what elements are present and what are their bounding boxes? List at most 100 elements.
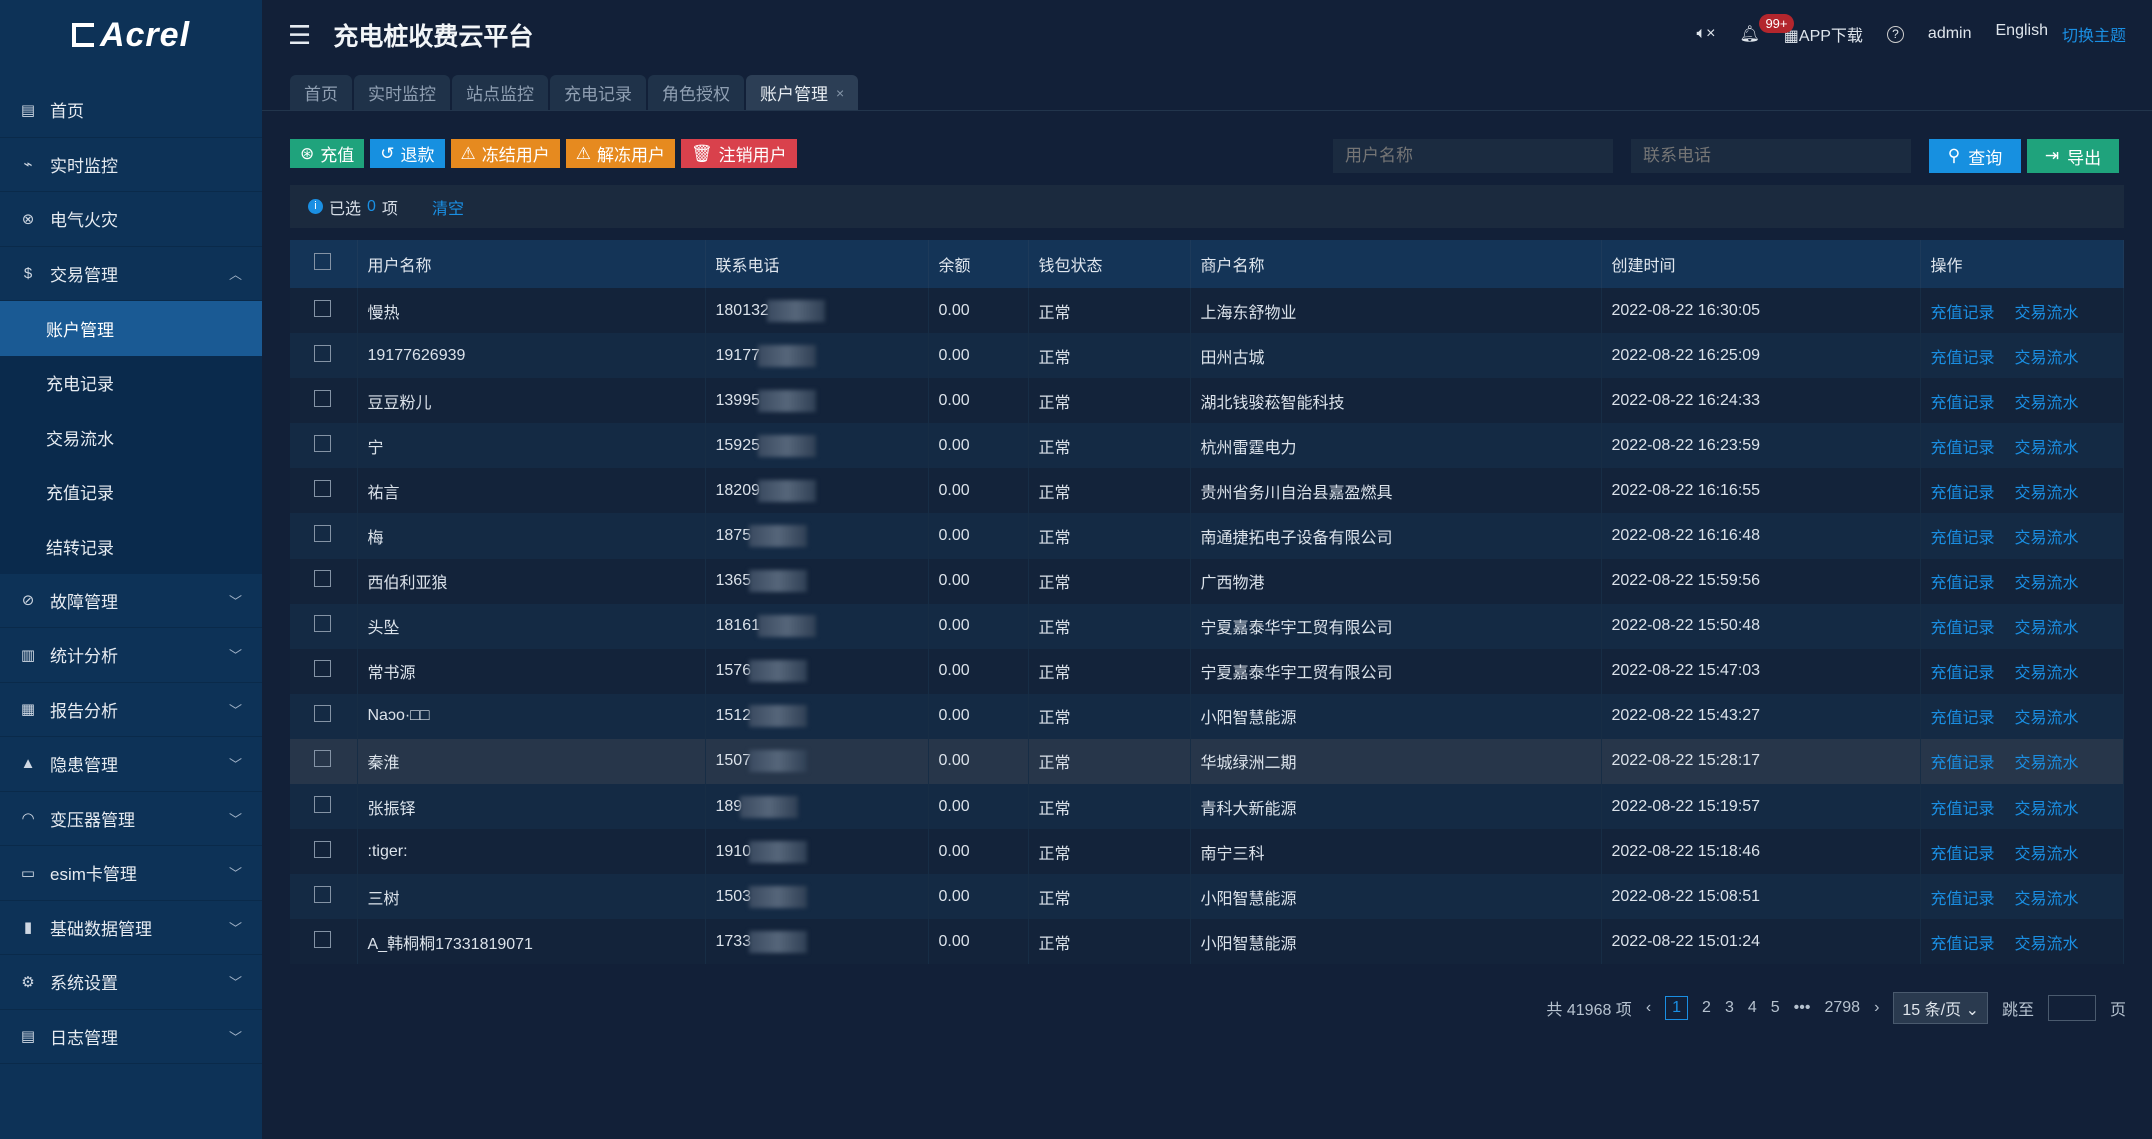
sidebar-item-10[interactable]: ▮ 基础数据管理 ﹀ (0, 901, 262, 955)
row-checkbox[interactable] (314, 525, 331, 543)
recharge-record-link[interactable]: 充值记录 (1930, 755, 1995, 773)
transaction-flow-link[interactable]: 交易流水 (2014, 800, 2079, 818)
refund-button[interactable]: ↺ 退款 (370, 139, 445, 168)
transaction-flow-link[interactable]: 交易流水 (2014, 665, 2079, 683)
row-checkbox[interactable] (314, 479, 331, 497)
sidebar-item-0[interactable]: ▤ 首页 (0, 83, 262, 138)
recharge-record-link[interactable]: 充值记录 (1930, 575, 1995, 593)
phone-search-input[interactable] (1631, 139, 1911, 173)
row-checkbox[interactable] (314, 795, 331, 813)
row-checkbox[interactable] (314, 615, 331, 633)
row-checkbox[interactable] (314, 930, 331, 948)
app-download-button[interactable]: ▦APP下载 (1783, 28, 1863, 45)
page-5[interactable]: ••• (1793, 999, 1811, 1016)
recharge-record-link[interactable]: 充值记录 (1930, 304, 1995, 322)
row-checkbox[interactable] (314, 705, 331, 723)
user-menu[interactable]: admin (1927, 25, 1972, 42)
transaction-flow-link[interactable]: 交易流水 (2014, 484, 2079, 502)
tab-0[interactable]: 首页 (290, 75, 352, 110)
bell-icon[interactable]: 🔔︎ 99+ (1739, 14, 1794, 44)
page-1[interactable]: 2 (1702, 999, 1711, 1016)
query-button[interactable]: ⚲ 查询 (1929, 139, 2021, 173)
freeze-user-button[interactable]: ⚠ 冻结用户 (450, 139, 560, 168)
transaction-flow-link[interactable]: 交易流水 (2014, 710, 2079, 728)
sidebar-subitem-2[interactable]: 交易流水 (0, 410, 262, 465)
mute-icon[interactable]: 🔈︎× (1696, 25, 1716, 42)
username-search-input[interactable] (1333, 139, 1613, 173)
transaction-flow-link[interactable]: 交易流水 (2014, 935, 2079, 953)
sidebar-item-3[interactable]: $ 交易管理 ︿ (0, 247, 262, 301)
sidebar-item-1[interactable]: ⌁ 实时监控 (0, 138, 262, 192)
recharge-record-link[interactable]: 充值记录 (1930, 665, 1995, 683)
row-checkbox[interactable] (314, 660, 331, 678)
language-switch[interactable]: English (1995, 22, 2048, 39)
row-checkbox[interactable] (314, 344, 331, 362)
prev-page-button[interactable]: ‹ (1645, 999, 1652, 1016)
tab-1[interactable]: 实时监控 (354, 75, 450, 110)
recharge-record-link[interactable]: 充值记录 (1930, 710, 1995, 728)
tab-5[interactable]: 账户管理 × (746, 75, 859, 110)
row-checkbox[interactable] (314, 299, 331, 317)
recharge-record-link[interactable]: 充值记录 (1930, 439, 1995, 457)
recharge-record-link[interactable]: 充值记录 (1930, 349, 1995, 367)
page-3[interactable]: 4 (1747, 999, 1757, 1016)
transaction-flow-link[interactable]: 交易流水 (2014, 755, 2079, 773)
transaction-flow-link[interactable]: 交易流水 (2014, 620, 2079, 638)
recharge-record-link[interactable]: 充值记录 (1930, 620, 1995, 638)
page-0[interactable]: 1 (1665, 996, 1689, 1020)
transaction-flow-link[interactable]: 交易流水 (2014, 439, 2079, 457)
row-checkbox[interactable] (314, 434, 331, 452)
tab-3[interactable]: 充电记录 (550, 75, 646, 110)
recharge-record-link[interactable]: 充值记录 (1930, 890, 1995, 908)
recharge-record-link[interactable]: 充值记录 (1930, 394, 1995, 412)
sidebar-subitem-4[interactable]: 结转记录 (0, 519, 262, 574)
recharge-record-link[interactable]: 充值记录 (1930, 530, 1995, 548)
recharge-button[interactable]: ⊛ 充值 (290, 139, 365, 168)
sidebar-item-5[interactable]: ▥ 统计分析 ﹀ (0, 628, 262, 683)
export-button[interactable]: ⇥ 导出 (2027, 139, 2119, 173)
sidebar-item-8[interactable]: ◠ 变压器管理 ﹀ (0, 792, 262, 846)
transaction-flow-link[interactable]: 交易流水 (2014, 845, 2079, 863)
sidebar-subitem-3[interactable]: 充值记录 (0, 464, 262, 519)
transaction-flow-link[interactable]: 交易流水 (2014, 890, 2079, 908)
next-page-button[interactable]: › (1874, 999, 1880, 1016)
help-icon[interactable]: ? (1886, 25, 1904, 43)
row-checkbox[interactable] (314, 750, 331, 768)
recharge-record-link[interactable]: 充值记录 (1930, 484, 1995, 502)
sidebar-item-12[interactable]: ▤ 日志管理 ﹀ (0, 1010, 262, 1064)
transaction-flow-link[interactable]: 交易流水 (2014, 304, 2079, 322)
transaction-flow-link[interactable]: 交易流水 (2014, 394, 2079, 412)
page-size-select[interactable]: 15 条/页 ⌄ (1893, 992, 1988, 1024)
sidebar-subitem-1[interactable]: 充电记录 (0, 355, 262, 410)
tab-2[interactable]: 站点监控 (452, 75, 548, 110)
sidebar-item-2[interactable]: ⊗ 电气火灾 (0, 192, 262, 247)
unfreeze-user-button[interactable]: ⚠ 解冻用户 (565, 139, 675, 168)
menu-toggle-icon[interactable]: ☰ (288, 19, 312, 50)
close-tab-icon[interactable]: × (836, 84, 845, 101)
sidebar-item-11[interactable]: ⚙ 系统设置 ﹀ (0, 955, 262, 1010)
page-6[interactable]: 2798 (1824, 999, 1861, 1016)
jump-page-input[interactable] (2047, 995, 2096, 1021)
sidebar-item-7[interactable]: ▲ 隐患管理 ﹀ (0, 737, 262, 792)
sidebar-item-9[interactable]: ▭ esim卡管理 ﹀ (0, 846, 262, 901)
row-checkbox[interactable] (314, 885, 331, 903)
sidebar-item-6[interactable]: ▦ 报告分析 ﹀ (0, 683, 262, 737)
row-checkbox[interactable] (314, 389, 331, 407)
recharge-record-link[interactable]: 充值记录 (1930, 800, 1995, 818)
row-checkbox[interactable] (314, 840, 331, 858)
tab-4[interactable]: 角色授权 (648, 75, 744, 110)
page-4[interactable]: 5 (1770, 999, 1780, 1016)
sidebar-item-4[interactable]: ⊘ 故障管理 ﹀ (0, 574, 262, 628)
page-2[interactable]: 3 (1724, 999, 1734, 1016)
sidebar-subitem-0[interactable]: 账户管理 (0, 301, 262, 356)
transaction-flow-link[interactable]: 交易流水 (2014, 575, 2079, 593)
transaction-flow-link[interactable]: 交易流水 (2014, 530, 2079, 548)
recharge-record-link[interactable]: 充值记录 (1930, 935, 1995, 953)
theme-switch[interactable]: 切换主题 (2061, 28, 2126, 45)
select-all-checkbox[interactable] (314, 253, 331, 270)
cancel-user-button[interactable]: 🗑︎ 注销用户 (681, 139, 797, 168)
recharge-record-link[interactable]: 充值记录 (1930, 845, 1995, 863)
clear-selection-link[interactable]: 清空 (431, 200, 464, 218)
row-checkbox[interactable] (314, 570, 331, 588)
transaction-flow-link[interactable]: 交易流水 (2014, 349, 2079, 367)
